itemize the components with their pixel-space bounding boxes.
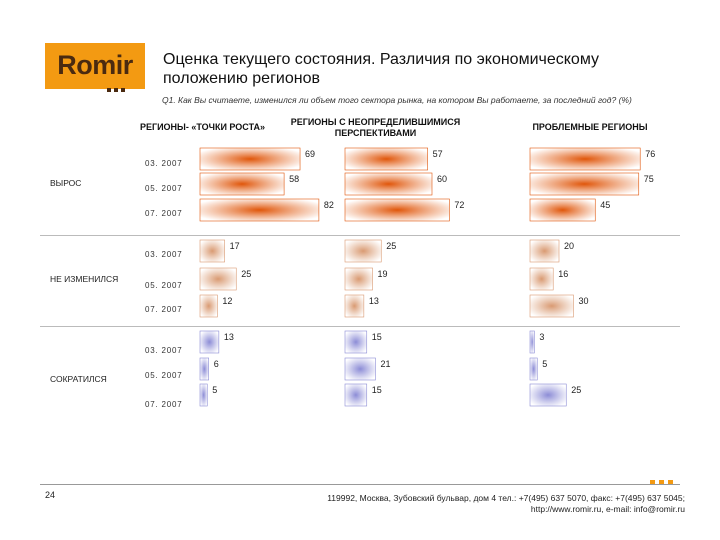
bar-0-1-2 xyxy=(344,198,450,222)
data-label: 6 xyxy=(214,359,219,369)
bar-1-0-0 xyxy=(199,239,225,263)
page-title: Оценка текущего состояния. Различия по э… xyxy=(163,51,599,87)
date-label: 05. 2007 xyxy=(145,184,183,193)
data-label: 60 xyxy=(437,174,447,184)
question-text: Q1. Как Вы считаете, изменился ли объем … xyxy=(162,95,632,105)
bar-0-2-2 xyxy=(529,198,596,222)
bar-2-0-0 xyxy=(199,330,220,354)
logo-dots xyxy=(107,79,135,92)
data-label: 25 xyxy=(386,241,396,251)
data-label: 57 xyxy=(433,149,443,159)
column-header-problem: ПРОБЛЕМНЫЕ РЕГИОНЫ xyxy=(532,122,648,132)
bar-0-2-1 xyxy=(529,172,640,196)
data-label: 75 xyxy=(644,174,654,184)
bar-2-2-2 xyxy=(529,383,567,407)
bar-1-1-1 xyxy=(344,267,373,291)
data-label: 19 xyxy=(378,269,388,279)
date-label: 07. 2007 xyxy=(145,305,183,314)
group-separator xyxy=(40,326,680,327)
group-label-unchanged: НЕ ИЗМЕНИЛСЯ xyxy=(50,274,119,284)
bar-1-2-1 xyxy=(529,267,554,291)
data-label: 58 xyxy=(289,174,299,184)
romir-logo: Romir xyxy=(45,43,145,92)
bar-0-1-0 xyxy=(344,147,428,171)
data-label: 76 xyxy=(645,149,655,159)
logo-text: Romir xyxy=(57,50,133,80)
address-line-1: 119992, Москва, Зубовский бульвар, дом 4… xyxy=(327,493,685,503)
data-label: 72 xyxy=(454,200,464,210)
bar-2-2-1 xyxy=(529,357,538,381)
data-label: 45 xyxy=(600,200,610,210)
address-line-2: http://www.romir.ru, e-mail: info@romir.… xyxy=(530,504,685,514)
data-label: 82 xyxy=(324,200,334,210)
bar-2-0-1 xyxy=(199,357,209,381)
data-label: 15 xyxy=(372,332,382,342)
date-label: 03. 2007 xyxy=(145,250,183,259)
bar-2-0-2 xyxy=(199,383,208,407)
date-label: 03. 2007 xyxy=(145,159,183,168)
data-label: 13 xyxy=(369,296,379,306)
date-label: 05. 2007 xyxy=(145,371,183,380)
data-label: 15 xyxy=(372,385,382,395)
footer-address: 119992, Москва, Зубовский бульвар, дом 4… xyxy=(290,493,685,515)
date-label: 03. 2007 xyxy=(145,346,183,355)
data-label: 16 xyxy=(558,269,568,279)
date-label: 07. 2007 xyxy=(145,400,183,409)
bar-0-2-0 xyxy=(529,147,641,171)
date-label: 05. 2007 xyxy=(145,281,183,290)
bar-0-0-0 xyxy=(199,147,301,171)
data-label: 3 xyxy=(539,332,544,342)
data-label: 13 xyxy=(224,332,234,342)
footer-divider xyxy=(40,484,680,485)
brand-dots xyxy=(650,472,680,485)
bar-2-1-0 xyxy=(344,330,368,354)
data-label: 5 xyxy=(542,359,547,369)
bar-2-2-0 xyxy=(529,330,535,354)
data-label: 12 xyxy=(222,296,232,306)
bar-2-1-2 xyxy=(344,383,368,407)
column-header-uncertain: РЕГИОНЫ С НЕОПРЕДЕЛИВШИМИСЯ ПЕРСПЕКТИВАМ… xyxy=(290,117,461,138)
date-label: 07. 2007 xyxy=(145,209,183,218)
data-label: 25 xyxy=(241,269,251,279)
bar-2-1-1 xyxy=(344,357,376,381)
data-label: 20 xyxy=(564,241,574,251)
bar-0-0-1 xyxy=(199,172,285,196)
group-label-grew: ВЫРОС xyxy=(50,178,82,188)
bar-1-2-0 xyxy=(529,239,560,263)
data-label: 69 xyxy=(305,149,315,159)
page-number: 24 xyxy=(45,490,56,500)
bar-1-2-2 xyxy=(529,294,574,318)
data-label: 21 xyxy=(380,359,390,369)
column-header-growth: РЕГИОНЫ- «ТОЧКИ РОСТА» xyxy=(139,122,266,132)
bar-1-0-1 xyxy=(199,267,237,291)
data-label: 17 xyxy=(230,241,240,251)
group-label-shrank: СОКРАТИЛСЯ xyxy=(50,374,107,384)
bar-1-0-2 xyxy=(199,294,218,318)
bar-1-1-0 xyxy=(344,239,382,263)
bar-1-1-2 xyxy=(344,294,365,318)
data-label: 30 xyxy=(579,296,589,306)
data-label: 5 xyxy=(212,385,217,395)
group-separator xyxy=(40,235,680,236)
bar-0-1-1 xyxy=(344,172,433,196)
data-label: 25 xyxy=(571,385,581,395)
bar-0-0-2 xyxy=(199,198,320,222)
